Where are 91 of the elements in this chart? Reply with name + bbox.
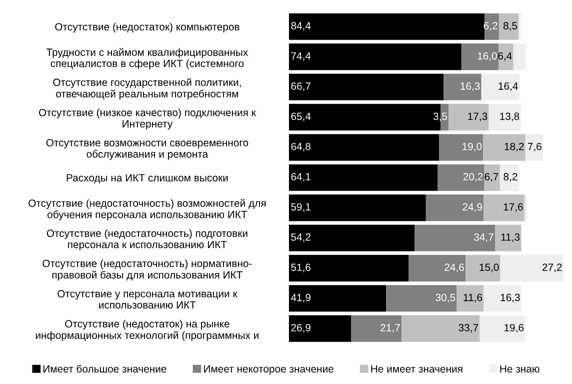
y-tick-label: Отсутствие у персонала мотивации к использованию ИКТ <box>58 290 238 309</box>
bar <box>288 285 386 312</box>
data-label: 84,4 <box>291 22 311 31</box>
bar <box>288 13 485 40</box>
bar <box>288 254 409 282</box>
data-label: 74,4 <box>291 52 311 61</box>
data-label: 64,8 <box>291 142 311 152</box>
bar <box>484 164 500 191</box>
data-label: 18,2 <box>504 142 524 152</box>
data-label: 13,8 <box>500 112 520 122</box>
bar <box>426 194 484 222</box>
data-label: 20,2 <box>463 173 483 182</box>
data-label: 19,6 <box>504 324 524 333</box>
bar <box>438 164 484 191</box>
bar <box>288 194 426 222</box>
data-label: 33,7 <box>458 324 478 333</box>
bar <box>351 315 402 342</box>
bar <box>288 164 438 191</box>
legend-label: Имеет большое значение <box>44 364 166 373</box>
data-label: 30,5 <box>436 294 456 302</box>
bar <box>444 74 482 100</box>
data-label: 24,6 <box>444 264 464 272</box>
bar <box>484 285 522 312</box>
bar <box>525 134 544 161</box>
bar <box>498 13 519 40</box>
y-tick-label: Трудности с наймом квалифицированных специалистов в сфере ИКТ (системного <box>46 48 248 70</box>
data-label: 21,7 <box>380 324 400 333</box>
y-tick-label: Отсутствие (недостаточность) подготовки персонала к использованию ИКТ <box>46 229 248 250</box>
data-label: 7,6 <box>528 142 542 152</box>
bar <box>480 315 526 342</box>
y-tick-label: Отсутствие (недостаток) на рынке информационных технологий (программных и <box>36 320 258 342</box>
data-label: 6,4 <box>498 52 512 61</box>
bar <box>288 315 352 342</box>
data-label: 26,9 <box>291 324 310 333</box>
data-label: 16,3 <box>460 82 480 92</box>
data-label: 51,6 <box>291 264 311 272</box>
data-label: 19,0 <box>462 142 482 152</box>
data-label: 3,5 <box>433 112 448 122</box>
bar <box>481 74 520 100</box>
bar <box>448 104 489 130</box>
data-label: 24,9 <box>462 203 482 212</box>
legend-label: Не имеет значения <box>371 365 462 373</box>
bar <box>288 44 462 70</box>
bar <box>288 74 444 100</box>
data-label: 17,6 <box>504 203 523 212</box>
bar <box>414 224 496 252</box>
data-label: 16,0 <box>478 52 497 61</box>
bar <box>456 285 484 312</box>
data-label: 64,1 <box>291 173 310 182</box>
data-label: 8,5 <box>503 22 518 31</box>
y-tick-label: Отсутствие (недостаток) компьютеров <box>55 22 240 33</box>
data-label: 34,7 <box>474 233 494 242</box>
data-label: 17,3 <box>468 112 488 122</box>
data-label: 16,4 <box>498 82 518 92</box>
y-tick-label: Расходы на ИКТ слишком высоки <box>66 174 228 184</box>
data-label: 16,3 <box>500 294 520 302</box>
bar <box>288 134 440 161</box>
data-label: 65,4 <box>291 112 311 122</box>
bar <box>483 134 526 161</box>
data-label: 6,7 <box>484 173 498 182</box>
bar <box>439 134 484 161</box>
data-label: 54,2 <box>291 233 310 242</box>
data-label: 15,0 <box>480 264 499 272</box>
bar <box>288 224 415 252</box>
y-tick-label: Отсутствие (недостаточность) возможностей для обучения персонала использованию ИКТ <box>28 199 266 220</box>
bar <box>500 254 564 282</box>
data-label: 59,1 <box>291 203 310 212</box>
y-tick-label: Отсутствие (низкое качество) подключения к Интернету <box>38 108 256 130</box>
bar <box>461 44 498 70</box>
y-tick-label: Отсутствие возможности своевременного обслуживания и ремонта <box>46 139 248 160</box>
data-label: 8,2 <box>504 173 518 182</box>
data-label: 41,9 <box>290 294 310 302</box>
bar <box>488 104 521 130</box>
legend-label: Имеет некоторое значение <box>204 365 334 375</box>
bar <box>500 164 519 191</box>
legend-label: Не знаю <box>500 365 540 373</box>
data-label: 11,3 <box>501 233 520 242</box>
y-tick-label: Отсутствие государственной политики, отвечающей реальным потребностям <box>53 78 241 100</box>
data-label: 66,7 <box>291 82 310 92</box>
bar <box>495 224 522 252</box>
bar <box>524 194 527 222</box>
bar <box>386 285 457 312</box>
y-tick-label: Отсутствие (недостаточность) нормативно- правовой базы для использования ИКТ <box>42 259 252 281</box>
bar <box>513 44 526 70</box>
data-label: 27,2 <box>542 264 562 272</box>
data-label: 11,6 <box>464 294 482 302</box>
bar <box>408 254 466 282</box>
bar <box>498 44 514 70</box>
bar <box>484 194 524 222</box>
bar <box>402 315 480 342</box>
bar <box>466 254 500 282</box>
